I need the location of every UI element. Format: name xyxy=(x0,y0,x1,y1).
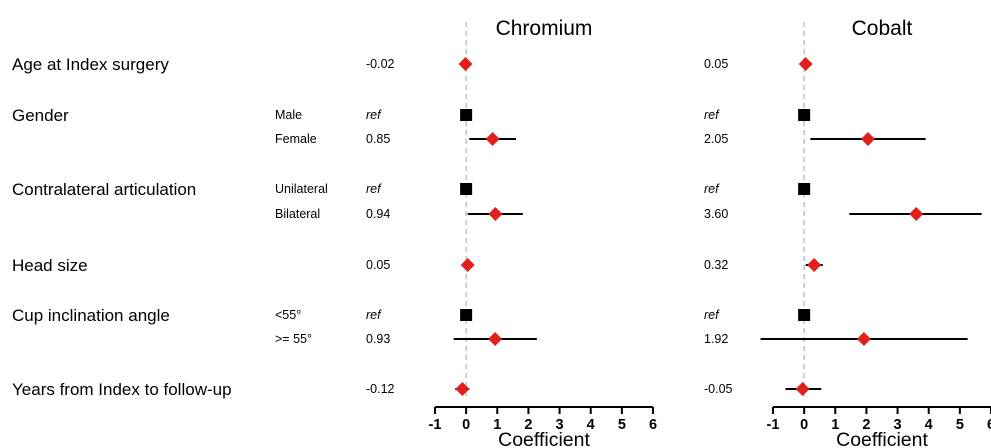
x-tick-label: 5 xyxy=(618,417,626,433)
estimate-marker xyxy=(807,258,822,272)
x-axis-title: Coefficient xyxy=(836,429,928,448)
cobalt-panel: Cobalt 0.05 ref 2.05 ref 3.60 0.32 ref 1.92 -0.05… xyxy=(704,17,991,448)
estimate-marker xyxy=(458,57,473,71)
row-variable-label: Age at Index surgery xyxy=(12,55,169,74)
row-level-label: >= 55° xyxy=(275,332,312,346)
x-tick-label: -1 xyxy=(429,417,442,433)
x-tick-label: 1 xyxy=(831,417,839,433)
x-tick-label: 4 xyxy=(587,417,595,433)
coefficient-label: ref xyxy=(704,182,720,196)
estimate-marker xyxy=(798,57,813,71)
panel-title: Chromium xyxy=(496,17,593,40)
x-tick-label: 6 xyxy=(649,417,657,433)
coefficient-label: 1.92 xyxy=(704,332,728,346)
x-tick-label: -1 xyxy=(767,417,780,433)
coefficient-label: 2.05 xyxy=(704,132,728,146)
x-tick-label: 2 xyxy=(862,417,870,433)
x-tick-label: 0 xyxy=(462,417,470,433)
estimate-marker xyxy=(795,382,810,396)
reference-marker xyxy=(798,109,811,121)
reference-marker xyxy=(798,309,811,321)
coefficient-label: 0.85 xyxy=(366,132,390,146)
x-tick-label: 6 xyxy=(987,417,991,433)
row-level-label: Bilateral xyxy=(275,207,320,221)
x-tick-label: 5 xyxy=(956,417,964,433)
coefficient-label: -0.02 xyxy=(366,57,395,71)
row-variable-label: Contralateral articulation xyxy=(12,180,196,199)
coefficient-label: 0.05 xyxy=(704,57,728,71)
coefficient-label: ref xyxy=(366,108,382,122)
coefficient-label: ref xyxy=(704,308,720,322)
estimate-marker xyxy=(488,207,503,221)
panel-title: Cobalt xyxy=(852,17,913,40)
estimate-marker xyxy=(909,207,924,221)
x-tick-label: 3 xyxy=(894,417,902,433)
row-variable-label: Gender xyxy=(12,106,69,125)
coefficient-label: 0.32 xyxy=(704,258,728,272)
coefficient-label: -0.05 xyxy=(704,382,733,396)
x-tick-label: 1 xyxy=(493,417,501,433)
coefficient-label: 0.93 xyxy=(366,332,390,346)
row-level-label: Female xyxy=(275,132,317,146)
row-variable-label: Years from Index to follow-up xyxy=(12,380,232,399)
estimate-marker xyxy=(860,132,875,146)
x-tick-label: 3 xyxy=(556,417,564,433)
reference-marker xyxy=(460,309,473,321)
reference-marker xyxy=(460,183,473,195)
x-tick-label: 0 xyxy=(800,417,808,433)
coefficient-label: ref xyxy=(366,182,382,196)
row-level-label: <55° xyxy=(275,308,301,322)
chromium-panel: Chromium -0.02 ref 0.85 ref 0.94 0.05 ref 0.93 -0… xyxy=(366,17,657,448)
row-labels: Age at Index surgery Gender Male Female Cont… xyxy=(12,55,328,399)
row-level-label: Male xyxy=(275,108,302,122)
x-tick-label: 4 xyxy=(925,417,933,433)
coefficient-label: 0.05 xyxy=(366,258,390,272)
estimate-marker xyxy=(485,132,500,146)
estimate-marker xyxy=(856,332,871,346)
estimate-marker xyxy=(455,382,470,396)
x-tick-label: 2 xyxy=(524,417,532,433)
estimate-marker xyxy=(488,332,503,346)
coefficient-label: -0.12 xyxy=(366,382,395,396)
row-variable-label: Head size xyxy=(12,256,88,275)
coefficient-label: 0.94 xyxy=(366,207,390,221)
coefficient-label: ref xyxy=(366,308,382,322)
row-level-label: Unilateral xyxy=(275,182,328,196)
row-variable-label: Cup inclination angle xyxy=(12,306,170,325)
coefficient-label: 3.60 xyxy=(704,207,728,221)
estimate-marker xyxy=(460,258,475,272)
reference-marker xyxy=(798,183,811,195)
reference-marker xyxy=(460,109,473,121)
coefficient-label: ref xyxy=(704,108,720,122)
x-axis-title: Coefficient xyxy=(498,429,590,448)
